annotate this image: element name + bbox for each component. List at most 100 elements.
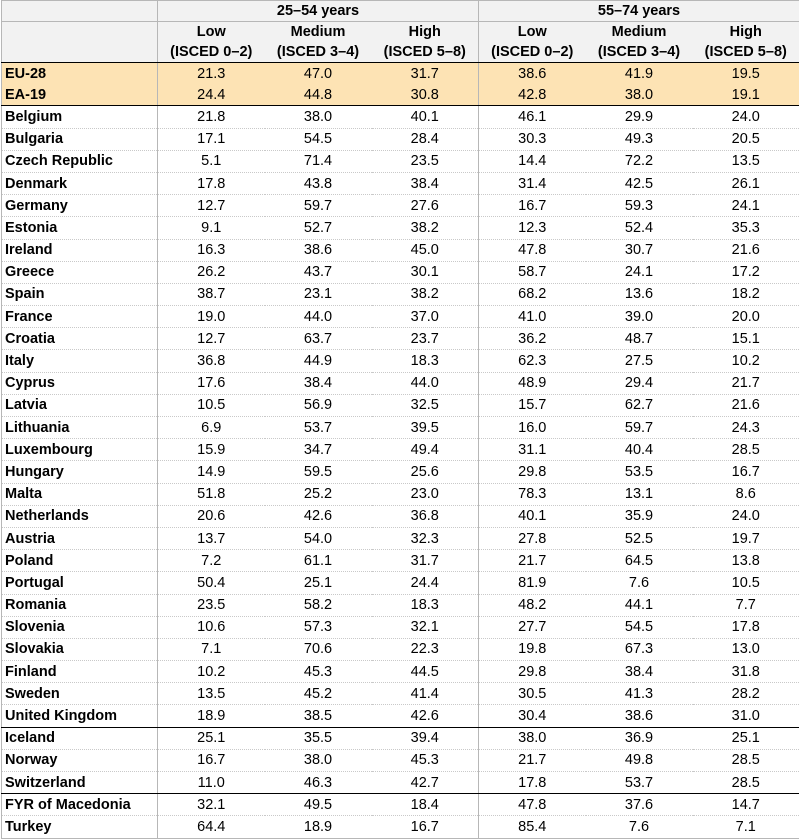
- value-cell: 28.5: [693, 749, 799, 771]
- value-cell: 46.1: [479, 106, 586, 128]
- value-cell: 20.0: [693, 306, 799, 328]
- value-cell: 25.6: [372, 461, 479, 483]
- value-cell: 52.4: [586, 217, 693, 239]
- value-cell: 18.2: [693, 283, 799, 305]
- value-cell: 38.6: [265, 239, 372, 261]
- value-cell: 59.3: [586, 195, 693, 217]
- country-name: Croatia: [2, 328, 158, 350]
- value-cell: 7.6: [586, 572, 693, 594]
- value-cell: 45.0: [372, 239, 479, 261]
- country-name: Denmark: [2, 172, 158, 194]
- value-cell: 38.2: [372, 217, 479, 239]
- value-cell: 24.4: [158, 84, 265, 106]
- value-cell: 24.0: [693, 505, 799, 527]
- value-cell: 47.8: [479, 239, 586, 261]
- value-cell: 24.1: [693, 195, 799, 217]
- value-cell: 21.8: [158, 106, 265, 128]
- value-cell: 28.2: [693, 683, 799, 705]
- value-cell: 23.5: [372, 150, 479, 172]
- value-cell: 30.4: [479, 705, 586, 727]
- value-cell: 5.1: [158, 150, 265, 172]
- value-cell: 24.4: [372, 572, 479, 594]
- header-level-name: Medium: [265, 22, 372, 43]
- value-cell: 27.6: [372, 195, 479, 217]
- value-cell: 64.5: [586, 550, 693, 572]
- value-cell: 10.2: [158, 661, 265, 683]
- value-cell: 38.0: [479, 727, 586, 749]
- value-cell: 31.7: [372, 550, 479, 572]
- country-name: Austria: [2, 527, 158, 549]
- country-name: Romania: [2, 594, 158, 616]
- value-cell: 41.9: [586, 63, 693, 85]
- value-cell: 59.5: [265, 461, 372, 483]
- value-cell: 24.0: [693, 106, 799, 128]
- value-cell: 36.9: [586, 727, 693, 749]
- value-cell: 24.1: [586, 261, 693, 283]
- value-cell: 27.5: [586, 350, 693, 372]
- country-name: Bulgaria: [2, 128, 158, 150]
- value-cell: 49.5: [265, 794, 372, 816]
- value-cell: 28.5: [693, 439, 799, 461]
- value-cell: 8.6: [693, 483, 799, 505]
- value-cell: 56.9: [265, 394, 372, 416]
- value-cell: 38.4: [265, 372, 372, 394]
- value-cell: 10.2: [693, 350, 799, 372]
- value-cell: 57.3: [265, 616, 372, 638]
- value-cell: 72.2: [586, 150, 693, 172]
- value-cell: 32.1: [158, 794, 265, 816]
- value-cell: 29.9: [586, 106, 693, 128]
- value-cell: 13.7: [158, 527, 265, 549]
- value-cell: 13.0: [693, 638, 799, 660]
- value-cell: 40.1: [479, 505, 586, 527]
- value-cell: 14.7: [693, 794, 799, 816]
- country-name: Italy: [2, 350, 158, 372]
- value-cell: 25.2: [265, 483, 372, 505]
- value-cell: 37.0: [372, 306, 479, 328]
- value-cell: 17.6: [158, 372, 265, 394]
- value-cell: 71.4: [265, 150, 372, 172]
- country-name: Czech Republic: [2, 150, 158, 172]
- header-corner: [2, 1, 158, 22]
- value-cell: 16.7: [158, 749, 265, 771]
- value-cell: 58.2: [265, 594, 372, 616]
- value-cell: 19.1: [693, 84, 799, 106]
- value-cell: 26.2: [158, 261, 265, 283]
- value-cell: 64.4: [158, 816, 265, 838]
- value-cell: 42.7: [372, 772, 479, 794]
- value-cell: 34.7: [265, 439, 372, 461]
- value-cell: 42.8: [479, 84, 586, 106]
- value-cell: 78.3: [479, 483, 586, 505]
- value-cell: 59.7: [586, 417, 693, 439]
- value-cell: 21.6: [693, 239, 799, 261]
- country-name: Poland: [2, 550, 158, 572]
- value-cell: 40.4: [586, 439, 693, 461]
- value-cell: 54.5: [586, 616, 693, 638]
- value-cell: 19.5: [693, 63, 799, 85]
- value-cell: 17.8: [479, 772, 586, 794]
- country-name: Switzerland: [2, 772, 158, 794]
- value-cell: 27.7: [479, 616, 586, 638]
- value-cell: 7.7: [693, 594, 799, 616]
- value-cell: 49.3: [586, 128, 693, 150]
- country-name: Finland: [2, 661, 158, 683]
- country-name: Cyprus: [2, 372, 158, 394]
- country-name: Slovenia: [2, 616, 158, 638]
- value-cell: 38.0: [265, 749, 372, 771]
- value-cell: 39.5: [372, 417, 479, 439]
- value-cell: 21.7: [479, 550, 586, 572]
